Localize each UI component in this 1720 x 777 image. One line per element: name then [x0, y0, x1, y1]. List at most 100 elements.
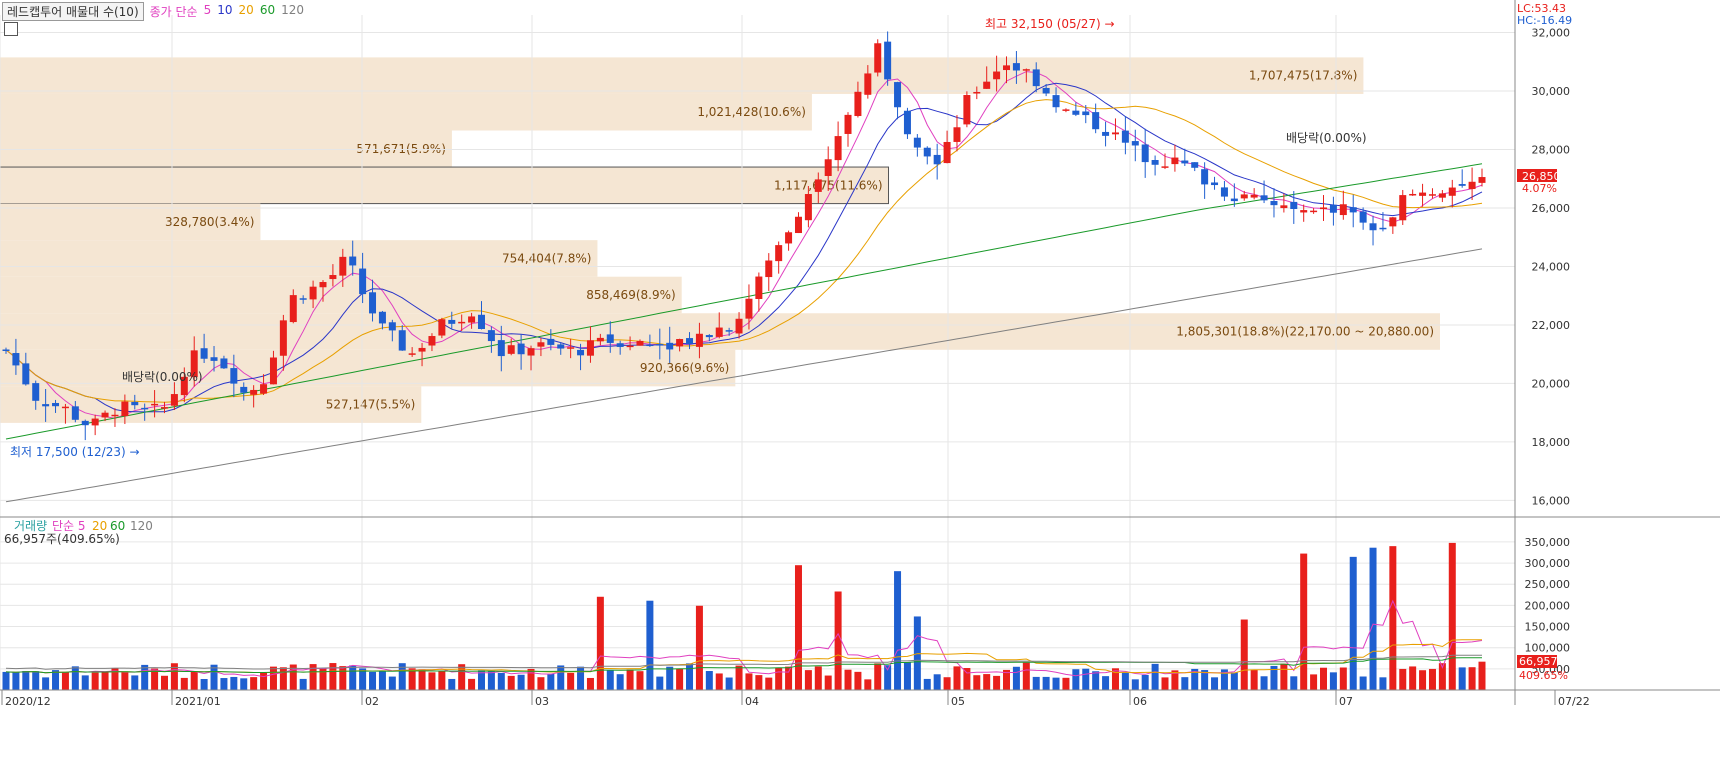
profile-bar — [0, 276, 682, 314]
volume-bar — [1468, 667, 1476, 690]
legend-ma5: 5 — [203, 3, 212, 17]
candle-body — [180, 376, 188, 396]
volume-bar — [329, 663, 337, 690]
candle-body — [616, 343, 624, 347]
volume-bar — [121, 671, 129, 690]
volume-bar — [586, 677, 594, 690]
candle-body — [438, 319, 446, 336]
volume-bar — [1419, 670, 1427, 690]
volume-bar — [547, 673, 555, 690]
volume-bar — [1349, 556, 1357, 690]
volume-bar — [349, 665, 357, 690]
profile-label: 328,780(3.4%) — [165, 215, 254, 229]
volume-bar — [309, 664, 317, 690]
candle-body — [279, 320, 287, 356]
volume-bar — [1240, 619, 1248, 690]
candle-body — [141, 407, 149, 410]
candle-body — [1022, 69, 1030, 71]
volume-bar — [388, 676, 396, 690]
ma10-line — [5, 82, 1483, 413]
volume-bar — [180, 677, 188, 690]
candle-body — [1181, 160, 1189, 164]
volume-bar — [1151, 663, 1159, 690]
candle-body — [636, 340, 644, 346]
y-tick-label: 22,000 — [1532, 319, 1571, 332]
candle-body — [210, 357, 218, 361]
volume-bar — [477, 670, 485, 690]
legend-ma60: 60 — [259, 3, 276, 17]
candle-body — [903, 110, 911, 135]
volume-bar — [616, 674, 624, 690]
volume-bar — [1201, 670, 1209, 690]
candle-body — [1092, 112, 1100, 130]
volume-bar — [1389, 546, 1397, 690]
volume-bar — [468, 678, 476, 690]
calendar-icon[interactable] — [4, 22, 18, 36]
y-tick-label: 16,000 — [1532, 494, 1571, 507]
volume-bar — [1062, 677, 1070, 690]
candle-body — [1428, 194, 1436, 196]
candle-body — [408, 353, 416, 355]
candle-body — [1349, 207, 1357, 213]
x-tick-label: 02 — [365, 695, 379, 708]
x-tick-label: 04 — [745, 695, 759, 708]
candle-body — [1359, 211, 1367, 223]
candle-body — [1468, 181, 1476, 190]
candle-body — [1260, 195, 1268, 201]
volume-bar — [250, 677, 258, 690]
volume-bar — [844, 669, 852, 690]
volume-bar — [1320, 667, 1328, 690]
volume-bar — [1131, 679, 1139, 690]
candle-body — [418, 347, 426, 352]
candle-body — [1211, 182, 1219, 186]
candle-body — [121, 401, 129, 417]
candle-body — [1329, 204, 1337, 213]
volume-bar — [596, 596, 604, 690]
volume-bar — [22, 670, 30, 690]
candle-body — [61, 406, 69, 409]
volume-bar — [1478, 661, 1486, 690]
volume-bar — [666, 666, 674, 690]
profile-label: 571,671(5.9%) — [356, 142, 445, 156]
volume-bar — [973, 675, 981, 690]
volume-bar — [1458, 667, 1466, 690]
last-volume-value: 66,957 — [1519, 655, 1558, 668]
candle-body — [745, 298, 753, 319]
x-tick-label: 07/22 — [1558, 695, 1590, 708]
candle-body — [695, 333, 703, 347]
price-legend: 종가 단순 5 10 20 60 120 — [150, 3, 304, 20]
volume-bar — [1052, 677, 1060, 690]
volume-bar — [1012, 666, 1020, 690]
grid-lines — [0, 15, 1516, 690]
candle-body — [547, 338, 555, 345]
volume-bar — [170, 663, 178, 690]
volume-bar — [903, 662, 911, 690]
volume-bar — [240, 678, 248, 690]
volume-bar — [359, 668, 367, 690]
profile-bar — [0, 57, 1364, 94]
candle-body — [1339, 204, 1347, 216]
candle-body — [686, 338, 694, 345]
candle-body — [705, 335, 713, 338]
volume-bar — [141, 664, 149, 690]
volume-bar — [874, 663, 882, 690]
last-price-value: 26,850 — [1522, 170, 1561, 183]
candle-body — [1409, 193, 1417, 196]
candle-body — [299, 298, 307, 300]
candle-body — [874, 43, 882, 73]
candle-body — [537, 342, 545, 347]
volume-bar — [101, 671, 109, 690]
candle-body — [22, 363, 30, 385]
candle-body — [1250, 194, 1258, 198]
profile-count-select[interactable]: 레드캡투어 매물대 수(10) — [2, 2, 144, 21]
profile-label: 527,147(5.5%) — [326, 398, 415, 412]
volume-bar — [814, 666, 822, 690]
candle-body — [1458, 184, 1466, 186]
candle-body — [42, 404, 50, 407]
volume-bar — [487, 671, 495, 690]
candle-body — [1240, 194, 1248, 199]
volume-profile: 1,707,475(17.8%) 1,021,428(10.6%) 571,671(… — [0, 57, 1440, 423]
candle-body — [1300, 210, 1308, 213]
candle-body — [834, 136, 842, 161]
chart-toolbar: 레드캡투어 매물대 수(10) 종가 단순 5 10 20 60 120 — [2, 2, 304, 21]
